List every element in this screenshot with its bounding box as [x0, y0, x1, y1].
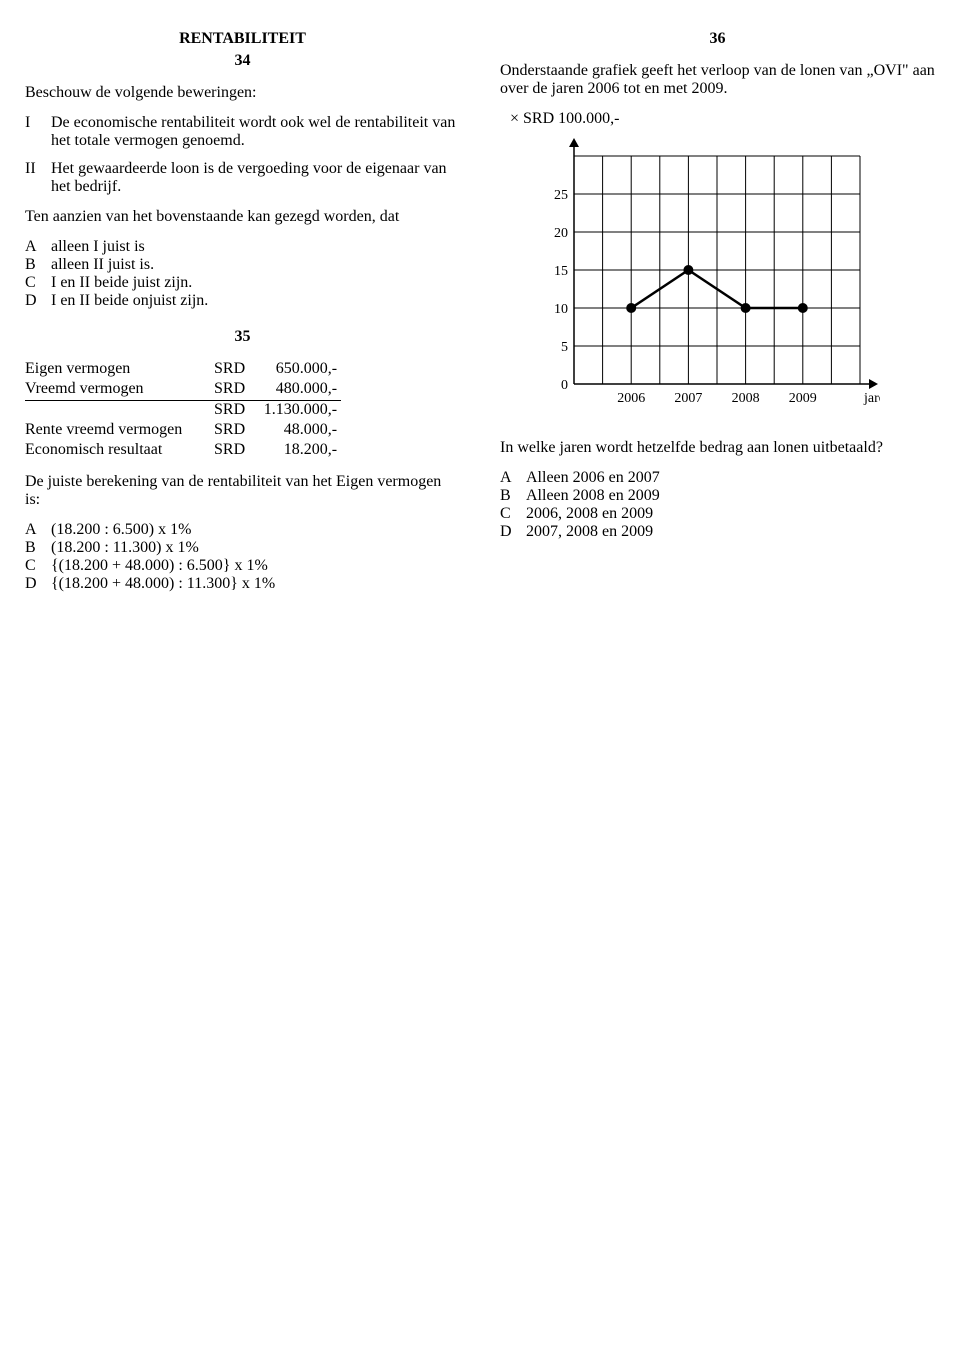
q34-number: 34 — [25, 52, 460, 70]
table-row: Economisch resultaat SRD 18.200,- — [25, 441, 341, 461]
statement-label: I — [25, 114, 51, 150]
row-cur: SRD — [214, 380, 249, 401]
table-row: Eigen vermogen SRD 650.000,- — [25, 360, 341, 380]
option-text: alleen II juist is. — [51, 256, 460, 274]
q35-options: A (18.200 : 6.500) x 1% B (18.200 : 11.3… — [25, 521, 460, 593]
table-row: Rente vreemd vermogen SRD 48.000,- — [25, 421, 341, 441]
row-cur: SRD — [214, 360, 249, 380]
option-label: A — [25, 521, 51, 539]
section-title: RENTABILITEIT — [25, 30, 460, 48]
option-text: alleen I juist is — [51, 238, 460, 256]
option-label: D — [25, 575, 51, 593]
q36-chart: 0 5 10 15 20 25 2006 2007 2008 2009 jaren — [540, 138, 935, 423]
option-label: A — [500, 469, 526, 487]
option-text: 2006, 2008 en 2009 — [526, 505, 935, 523]
q36-y-unit: × SRD 100.000,- — [510, 110, 935, 128]
table-row: SRD 1.130.000,- — [25, 401, 341, 422]
q34-statement: II Het gewaardeerde loon is de vergoedin… — [25, 160, 460, 196]
svg-text:20: 20 — [554, 226, 568, 241]
q36-option[interactable]: A Alleen 2006 en 2007 — [500, 469, 935, 487]
option-text: I en II beide juist zijn. — [51, 274, 460, 292]
option-text: 2007, 2008 en 2009 — [526, 523, 935, 541]
q34-options: A alleen I juist is B alleen II juist is… — [25, 238, 460, 310]
svg-text:15: 15 — [554, 264, 568, 279]
row-cur: SRD — [214, 441, 249, 461]
q36-options: A Alleen 2006 en 2007 B Alleen 2008 en 2… — [500, 469, 935, 541]
row-label — [25, 401, 214, 422]
svg-text:0: 0 — [561, 378, 568, 393]
svg-text:2008: 2008 — [732, 391, 760, 406]
q34-statements: I De economische rentabiliteit wordt ook… — [25, 114, 460, 196]
q36-option[interactable]: B Alleen 2008 en 2009 — [500, 487, 935, 505]
row-amt: 48.000,- — [249, 421, 341, 441]
svg-text:jaren: jaren — [863, 391, 880, 406]
q36-chart-svg: 0 5 10 15 20 25 2006 2007 2008 2009 jaren — [540, 138, 880, 418]
option-label: B — [500, 487, 526, 505]
option-label: C — [25, 557, 51, 575]
row-label: Rente vreemd vermogen — [25, 421, 214, 441]
q36-prompt: In welke jaren wordt hetzelfde bedrag aa… — [500, 439, 935, 457]
q35-option[interactable]: C {(18.200 + 48.000) : 6.500} x 1% — [25, 557, 460, 575]
table-row: Vreemd vermogen SRD 480.000,- — [25, 380, 341, 401]
q35-option[interactable]: B (18.200 : 11.300) x 1% — [25, 539, 460, 557]
q34-option[interactable]: D I en II beide onjuist zijn. — [25, 292, 460, 310]
row-cur: SRD — [214, 401, 249, 422]
q34-option[interactable]: A alleen I juist is — [25, 238, 460, 256]
row-label: Eigen vermogen — [25, 360, 214, 380]
q36-option[interactable]: D 2007, 2008 en 2009 — [500, 523, 935, 541]
q35-option[interactable]: D {(18.200 + 48.000) : 11.300} x 1% — [25, 575, 460, 593]
row-amt: 18.200,- — [249, 441, 341, 461]
svg-text:10: 10 — [554, 302, 568, 317]
statement-text: Het gewaardeerde loon is de vergoeding v… — [51, 160, 460, 196]
left-column: RENTABILITEIT 34 Beschouw de volgende be… — [25, 30, 460, 605]
svg-text:5: 5 — [561, 340, 568, 355]
option-label: A — [25, 238, 51, 256]
q36-option[interactable]: C 2006, 2008 en 2009 — [500, 505, 935, 523]
statement-label: II — [25, 160, 51, 196]
q34-statement: I De economische rentabiliteit wordt ook… — [25, 114, 460, 150]
svg-text:25: 25 — [554, 188, 568, 203]
q35-table: Eigen vermogen SRD 650.000,- Vreemd verm… — [25, 360, 341, 461]
svg-text:2007: 2007 — [674, 391, 702, 406]
option-text: I en II beide onjuist zijn. — [51, 292, 460, 310]
row-label: Vreemd vermogen — [25, 380, 214, 401]
q34-option[interactable]: C I en II beide juist zijn. — [25, 274, 460, 292]
option-label: D — [25, 292, 51, 310]
option-text: Alleen 2008 en 2009 — [526, 487, 935, 505]
q35-option[interactable]: A (18.200 : 6.500) x 1% — [25, 521, 460, 539]
option-text: (18.200 : 6.500) x 1% — [51, 521, 460, 539]
option-label: C — [25, 274, 51, 292]
q35-prompt: De juiste berekening van de rentabilitei… — [25, 473, 460, 509]
row-label: Economisch resultaat — [25, 441, 214, 461]
q34-prompt: Ten aanzien van het bovenstaande kan gez… — [25, 208, 460, 226]
page: RENTABILITEIT 34 Beschouw de volgende be… — [25, 30, 935, 605]
option-text: Alleen 2006 en 2007 — [526, 469, 935, 487]
option-text: (18.200 : 11.300) x 1% — [51, 539, 460, 557]
svg-text:2009: 2009 — [789, 391, 817, 406]
svg-text:2006: 2006 — [617, 391, 645, 406]
row-amt: 650.000,- — [249, 360, 341, 380]
q34-option[interactable]: B alleen II juist is. — [25, 256, 460, 274]
q36-intro: Onderstaande grafiek geeft het verloop v… — [500, 62, 935, 98]
option-label: B — [25, 256, 51, 274]
row-amt: 1.130.000,- — [249, 401, 341, 422]
row-cur: SRD — [214, 421, 249, 441]
q36-number: 36 — [500, 30, 935, 48]
right-column: 36 Onderstaande grafiek geeft het verloo… — [500, 30, 935, 605]
q35-number: 35 — [25, 328, 460, 346]
option-text: {(18.200 + 48.000) : 6.500} x 1% — [51, 557, 460, 575]
statement-text: De economische rentabiliteit wordt ook w… — [51, 114, 460, 150]
row-amt: 480.000,- — [249, 380, 341, 401]
option-label: D — [500, 523, 526, 541]
q34-intro: Beschouw de volgende beweringen: — [25, 84, 460, 102]
option-text: {(18.200 + 48.000) : 11.300} x 1% — [51, 575, 460, 593]
option-label: C — [500, 505, 526, 523]
option-label: B — [25, 539, 51, 557]
